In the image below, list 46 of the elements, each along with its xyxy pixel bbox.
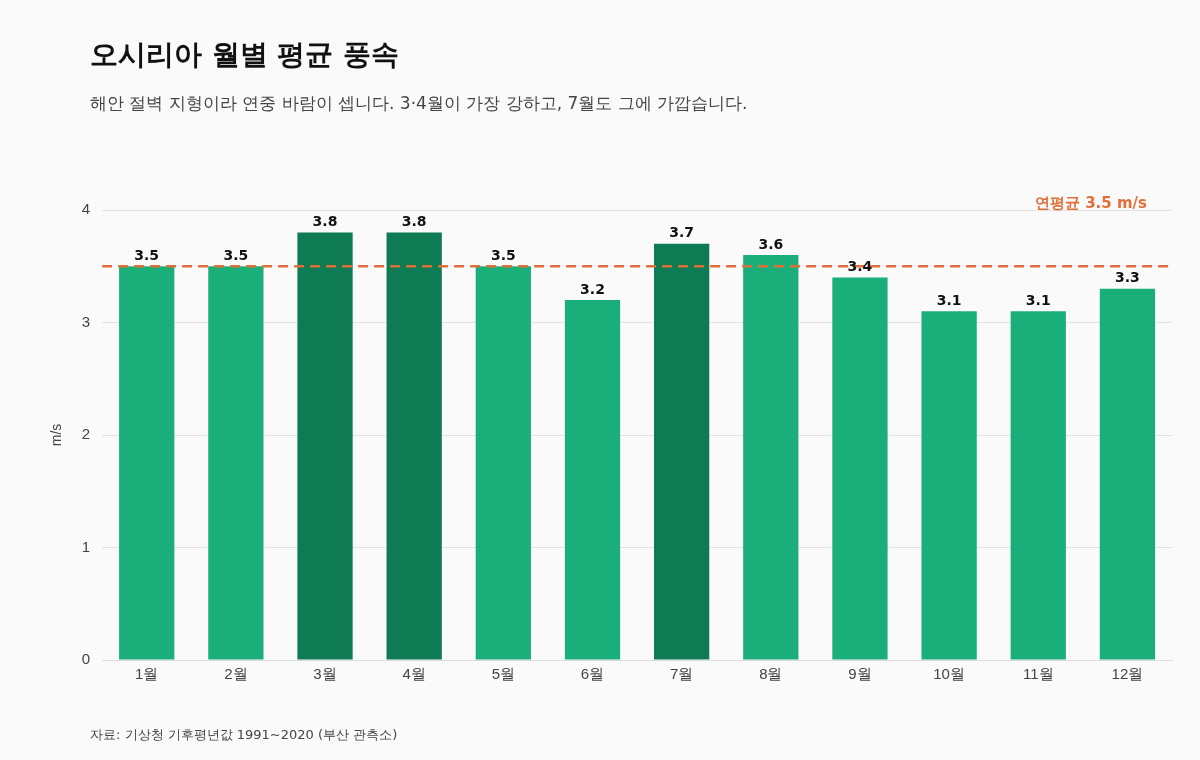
text: 자료: 기상청 기후평년값 1991~2020 (부산 관측소) bbox=[90, 726, 398, 744]
data-label: 3.6 bbox=[758, 235, 784, 252]
chart-title: 오시리아 월별 평균 풍속 bbox=[90, 37, 400, 73]
bar bbox=[1099, 288, 1156, 660]
bar bbox=[832, 277, 888, 660]
ref-line-label: 연평균 3.5 m/s bbox=[1034, 194, 1148, 213]
x-tick-label: 5월 bbox=[491, 665, 516, 683]
bar bbox=[743, 255, 799, 660]
x-tick-label: 11월 bbox=[1022, 665, 1054, 683]
chart-subtitle: 해안 절벽 지형이라 연중 바람이 셉니다. 3·4월이 가장 강하고, 7월도 그에 가깝습니다. bbox=[90, 92, 748, 115]
data-label: 3.4 bbox=[847, 258, 873, 275]
x-tick-label: 8월 bbox=[759, 665, 783, 683]
data-label: 3.1 bbox=[936, 291, 962, 308]
y-tick-label: 0 bbox=[81, 650, 91, 668]
y-tick-label: 4 bbox=[81, 200, 91, 218]
bar bbox=[119, 266, 175, 660]
x-tick-label: 6월 bbox=[580, 665, 605, 683]
bar bbox=[1010, 311, 1066, 660]
bar bbox=[297, 232, 353, 660]
data-label: 3.5 bbox=[490, 246, 516, 263]
y-axis-title: m/s bbox=[48, 423, 65, 447]
x-tick-label: 2월 bbox=[224, 665, 248, 683]
data-label: 3.3 bbox=[1115, 269, 1140, 286]
data-label: 3.1 bbox=[1025, 291, 1051, 308]
data-label: 3.7 bbox=[669, 224, 695, 241]
x-tick-label: 4월 bbox=[402, 665, 426, 683]
y-tick-label: 3 bbox=[81, 312, 91, 330]
x-tick-label: 10월 bbox=[933, 665, 965, 683]
data-label: 3.8 bbox=[401, 213, 427, 230]
data-label: 3.2 bbox=[580, 280, 605, 297]
data-label: 3.5 bbox=[223, 246, 249, 263]
bar bbox=[208, 266, 264, 660]
bar bbox=[564, 300, 621, 660]
x-tick-label: 7월 bbox=[669, 665, 694, 683]
x-tick-label: 3월 bbox=[313, 665, 337, 683]
y-tick-label: 1 bbox=[81, 537, 91, 555]
data-label: 3.8 bbox=[312, 213, 338, 230]
bar bbox=[475, 266, 531, 660]
x-tick-label: 12월 bbox=[1111, 665, 1144, 683]
bar bbox=[654, 243, 710, 660]
x-tick-label: 1월 bbox=[135, 665, 159, 683]
bar bbox=[386, 232, 442, 660]
bar bbox=[921, 311, 977, 660]
x-tick-label: 9월 bbox=[848, 665, 872, 683]
y-tick-label: 2 bbox=[81, 425, 91, 443]
data-label: 3.5 bbox=[134, 246, 160, 263]
